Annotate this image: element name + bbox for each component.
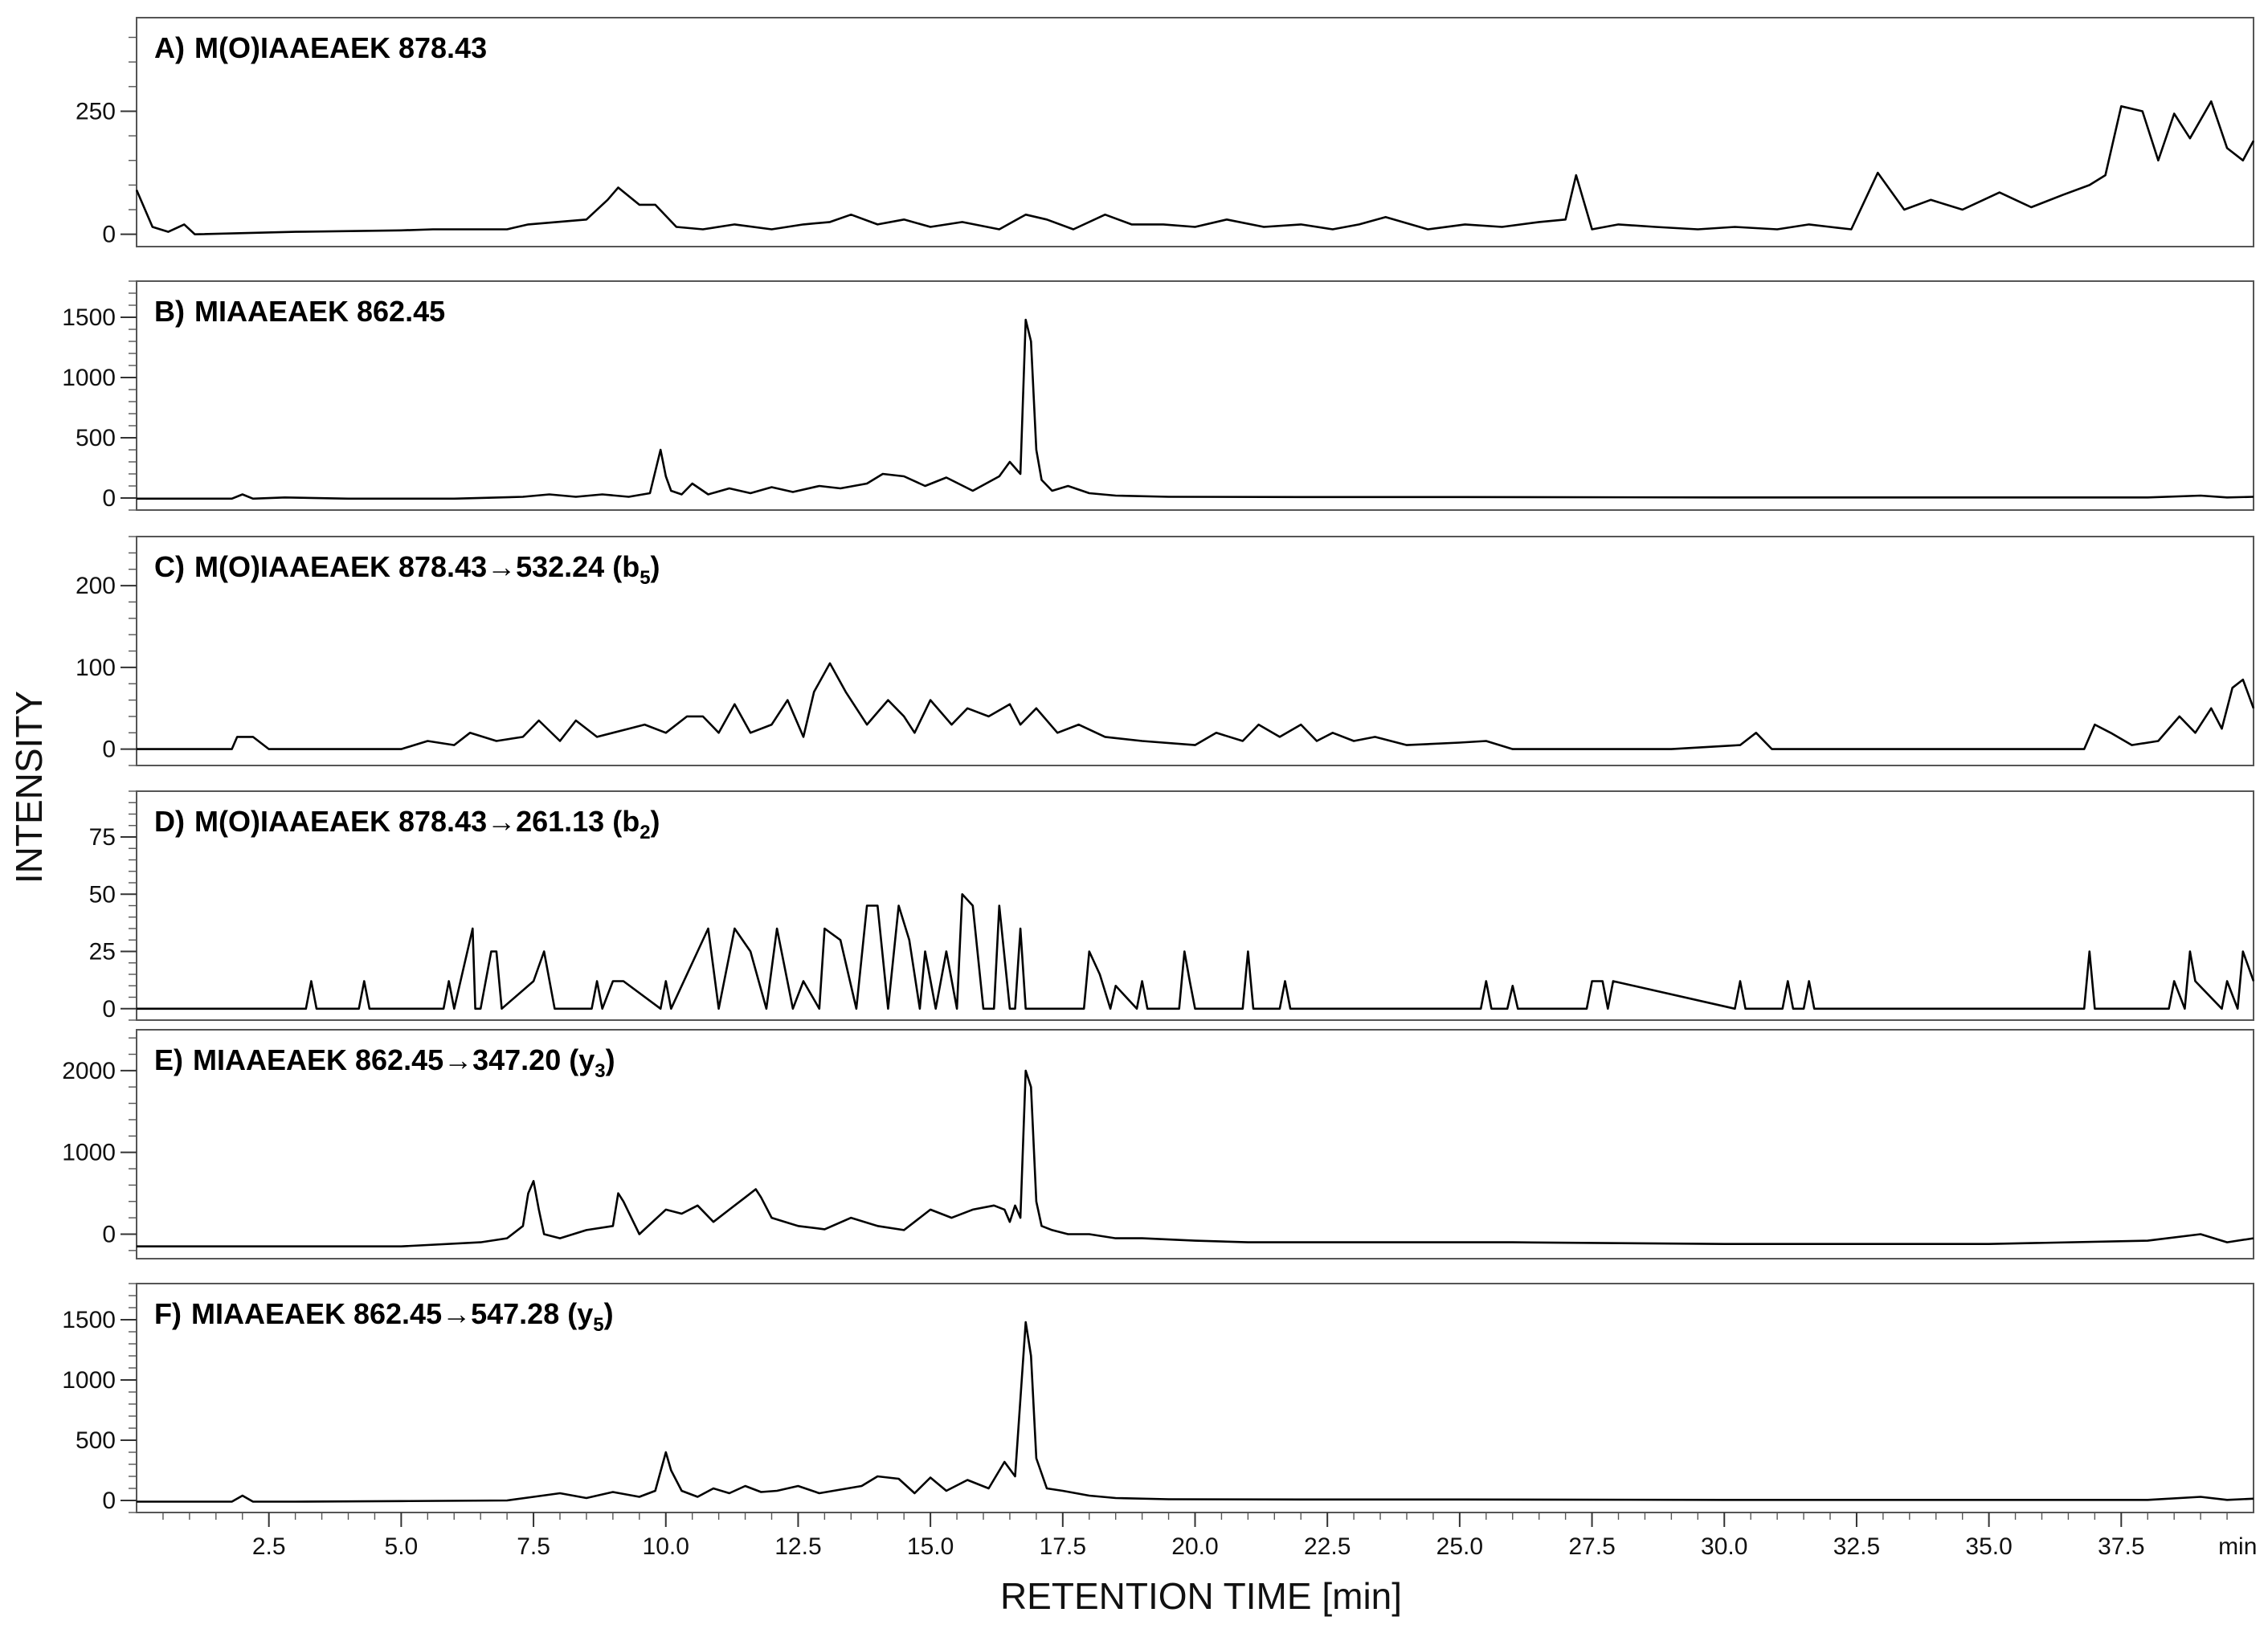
chart-panel: 0 25 50 75 D) M(O)IAAEAEK 878.43→261.13 (b2) <box>89 790 2255 1023</box>
panel-title-tail: ) <box>651 550 660 583</box>
x-tick-label: 2.5 <box>252 1533 286 1560</box>
series-line <box>137 662 2255 750</box>
x-axis-title: RETENTION TIME [min] <box>1000 1575 1402 1617</box>
panel-frame <box>136 1283 2254 1513</box>
y-tick-label: 1000 <box>62 1140 116 1166</box>
x-tick-label: 35.0 <box>1965 1533 2012 1560</box>
panel-frame <box>136 536 2254 766</box>
x-axis: 2.5 5.0 7.5 10.0 12.5 15.0 17.5 20.0 22.5 25.0 27.… <box>162 1512 2257 1560</box>
x-tick-label: 20.0 <box>1171 1533 1218 1560</box>
y-tick-label: 0 <box>102 1221 116 1247</box>
chart-panel: 0 500 1000 1500 B) MIAAEAEK 862.45 <box>62 280 2254 512</box>
panel-frame <box>136 790 2254 1021</box>
x-tick-label: 15.0 <box>907 1533 954 1560</box>
y-tick-label: 1500 <box>62 1307 116 1333</box>
y-tick-label: 100 <box>76 655 116 681</box>
panel-label: C) <box>154 550 185 583</box>
panel-label: B) <box>154 295 185 328</box>
y-tick-label: 25 <box>89 939 116 965</box>
series-line <box>137 1069 2254 1247</box>
panel-title-text: M(O)IAAEAEK 878.43→532.24 (b <box>194 550 640 583</box>
chart-panel: 0 500 1000 1500 F) MIAAEAEK 862.45→547.28 (y5… <box>62 1283 2254 1514</box>
x-tick-label: 25.0 <box>1436 1533 1483 1560</box>
ion-subscript: 2 <box>640 822 650 843</box>
y-tick-label: 1000 <box>62 1367 116 1394</box>
y-tick-label: 500 <box>76 425 116 451</box>
y-axis-title: INTENSITY <box>8 691 50 884</box>
chart-panel: 0 100 200 C) M(O)IAAEAEK 878.43→532.24 (b5) <box>76 536 2255 766</box>
panel-title: D) M(O)IAAEAEK 878.43→261.13 (b2) <box>154 805 660 843</box>
ion-subscript: 5 <box>593 1314 603 1336</box>
panel-frame <box>136 1029 2254 1259</box>
series-line <box>135 100 2255 236</box>
y-tick-label: 0 <box>102 996 116 1023</box>
y-tick-label: 75 <box>89 824 116 851</box>
chart-panel: 0 250 A) M(O)IAAEAEK 878.43 <box>76 17 2255 248</box>
y-tick-label: 200 <box>76 573 116 599</box>
y-tick-label: 1000 <box>62 365 116 391</box>
chart-panel: 0 1000 2000 E) MIAAEAEK 862.45→347.20 (y3) <box>62 1029 2254 1259</box>
panel-title: A) M(O)IAAEAEK 878.43 <box>154 31 487 64</box>
x-tick-label: 5.0 <box>385 1533 419 1560</box>
y-tick-label: 0 <box>102 1488 116 1514</box>
y-tick-label: 0 <box>102 222 116 248</box>
x-tick-label: 22.5 <box>1304 1533 1351 1560</box>
panel-title: C) M(O)IAAEAEK 878.43→532.24 (b5) <box>154 550 660 589</box>
panel-title: E) MIAAEAEK 862.45→347.20 (y3) <box>154 1043 615 1082</box>
x-tick-label: 17.5 <box>1040 1533 1086 1560</box>
panel-title-text: M(O)IAAEAEK 878.43→261.13 (b <box>194 805 640 838</box>
x-tick-label: 7.5 <box>517 1533 550 1560</box>
panel-label: F) <box>154 1297 182 1330</box>
y-tick-label: 2000 <box>62 1058 116 1084</box>
y-tick-label: 50 <box>89 881 116 908</box>
panel-label: E) <box>154 1043 183 1076</box>
x-unit-label: min <box>2218 1533 2257 1560</box>
x-tick-label: 27.5 <box>1568 1533 1615 1560</box>
x-tick-label: 12.5 <box>774 1533 821 1560</box>
panel-title: F) MIAAEAEK 862.45→547.28 (y5) <box>154 1297 614 1336</box>
panel-title: B) MIAAEAEK 862.45 <box>154 295 445 328</box>
panel-frame <box>136 17 2254 247</box>
panel-title-tail: ) <box>604 1297 614 1330</box>
x-tick-label: 32.5 <box>1833 1533 1880 1560</box>
y-tick-label: 500 <box>76 1427 116 1454</box>
panel-frame <box>136 280 2254 511</box>
series-line <box>137 1321 2254 1503</box>
panel-title-text: MIAAEAEK 862.45→547.28 (y <box>191 1297 593 1330</box>
panel-title-text: MIAAEAEK 862.45 <box>194 295 445 328</box>
series-line <box>137 318 2254 500</box>
panel-title-tail: ) <box>606 1043 615 1076</box>
panel-title-text: M(O)IAAEAEK 878.43 <box>194 31 487 64</box>
y-tick-label: 0 <box>102 485 116 512</box>
ion-subscript: 5 <box>640 567 650 589</box>
x-tick-label: 10.0 <box>643 1533 689 1560</box>
y-tick-label: 0 <box>102 737 116 763</box>
y-tick-label: 250 <box>76 98 116 125</box>
panel-label: D) <box>154 805 185 838</box>
panel-title-tail: ) <box>651 805 660 838</box>
y-tick-label: 1500 <box>62 304 116 331</box>
x-tick-label: 30.0 <box>1701 1533 1747 1560</box>
series-line <box>137 893 2255 1010</box>
panel-title-text: MIAAEAEK 862.45→347.20 (y <box>193 1043 595 1076</box>
ion-subscript: 3 <box>595 1060 605 1082</box>
x-tick-label: 37.5 <box>2098 1533 2144 1560</box>
panel-label: A) <box>154 31 185 64</box>
